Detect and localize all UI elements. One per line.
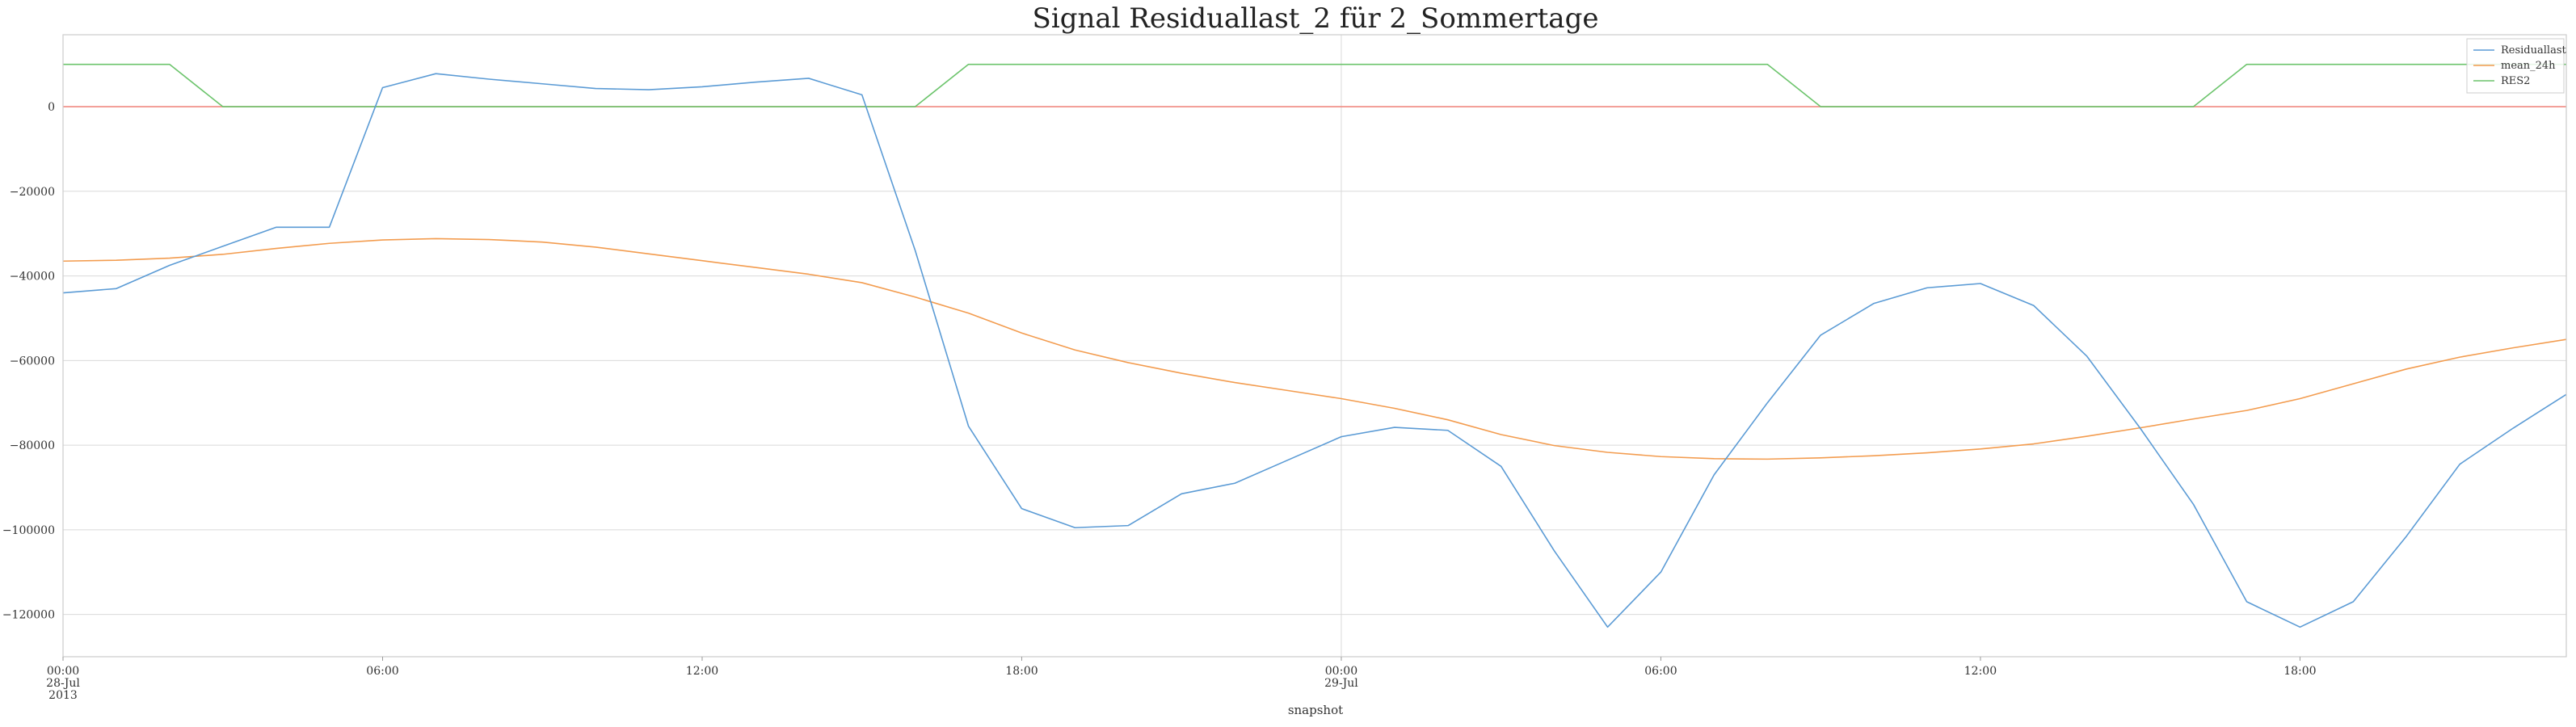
x-tick-label: 28-Jul (46, 677, 80, 690)
x-tick-label: 12:00 (686, 665, 718, 678)
x-tick: 12:00 (1964, 657, 1997, 678)
x-tick-label: 00:00 (1325, 665, 1357, 678)
chart-title: Signal Residuallast_2 für 2_Sommertage (1033, 2, 1599, 35)
y-tick-label: 0 (48, 101, 55, 114)
grid (63, 35, 2566, 657)
y-tick-label: −20000 (10, 186, 55, 199)
x-tick-label: 18:00 (2283, 665, 2316, 678)
y-tick-label: −120000 (2, 609, 55, 622)
x-axis-label: snapshot (1288, 703, 1343, 717)
legend-item: RES2 (2473, 75, 2530, 87)
legend-label: RES2 (2501, 75, 2530, 87)
legend: Residuallast mean_24h RES2 (2466, 38, 2566, 94)
x-tick: 06:00 (1644, 657, 1677, 678)
y-tick-label: −80000 (10, 439, 55, 452)
series-line-mean-24h (62, 237, 2567, 460)
x-tick-label: 29-Jul (1324, 677, 1358, 690)
legend-item: mean_24h (2473, 60, 2556, 72)
series-line-residuallast (62, 73, 2567, 628)
series-line-res2 (63, 63, 2566, 107)
legend-item: Residuallast (2473, 44, 2566, 57)
x-tick-label: 18:00 (1005, 665, 1038, 678)
y-tick-label: −100000 (2, 524, 55, 537)
plot-frame (62, 34, 2567, 658)
y-tick-label: −60000 (10, 355, 55, 368)
x-tick: 06:00 (366, 657, 399, 678)
x-tick-label: 2013 (48, 689, 78, 702)
x-tick-label: 06:00 (366, 665, 398, 678)
x-tick: 18:00 (1005, 657, 1038, 678)
y-axis-ticks: 0 −20000 −40000 −60000 −80000 −100000 −120000 (2, 101, 55, 622)
y-tick-label: −40000 (10, 271, 55, 284)
legend-label: mean_24h (2501, 60, 2556, 72)
x-tick-label: 12:00 (1964, 665, 1997, 678)
x-tick-label: 06:00 (1644, 665, 1677, 678)
series-lines (62, 63, 2567, 628)
x-tick: 12:00 (686, 657, 718, 678)
x-tick: 18:00 (2283, 657, 2317, 678)
legend-label: Residuallast (2501, 44, 2566, 57)
x-tick-label: 00:00 (47, 665, 79, 678)
